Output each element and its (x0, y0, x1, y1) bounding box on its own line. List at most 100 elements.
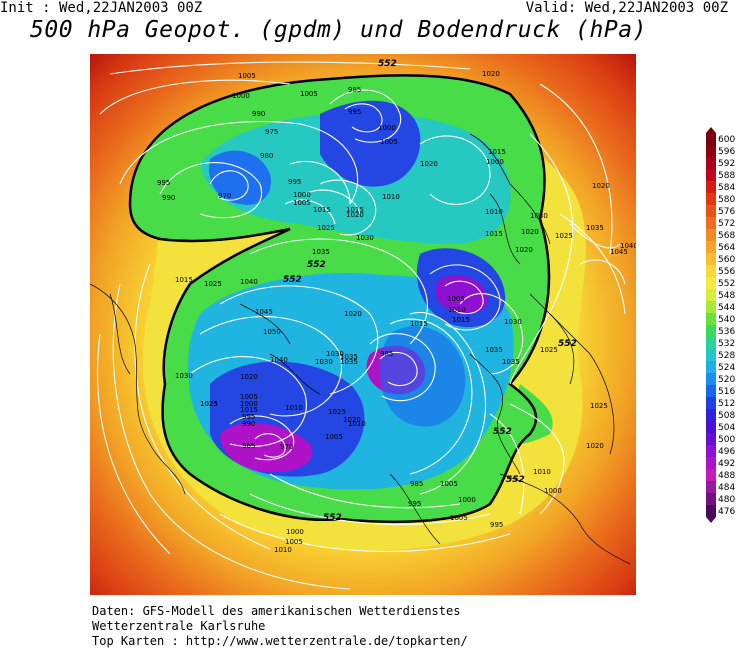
pressure-label: 1000 (232, 92, 250, 100)
pressure-label: 1005 (293, 199, 311, 207)
pressure-label: 1025 (328, 408, 346, 416)
pressure-label: 1040 (620, 242, 636, 250)
pressure-label: 1000 (240, 400, 258, 408)
pressure-label: 1025 (590, 402, 608, 410)
pressure-label: 1040 (240, 278, 258, 286)
legend-swatch (706, 397, 716, 409)
valid-time-label: Valid: Wed,22JAN2003 00Z (525, 0, 728, 16)
legend-label: 536 (718, 327, 735, 337)
blue-region-1 (320, 100, 421, 187)
blue-region-5 (379, 326, 466, 427)
pressure-label: 1005 (447, 295, 465, 303)
pressure-label: 1030 (504, 318, 522, 326)
pressure-label: 1020 (420, 160, 438, 168)
footer-organization: Wetterzentrale Karlsruhe (92, 619, 266, 633)
legend-swatch (706, 217, 716, 229)
pressure-label: 990 (162, 194, 175, 202)
pressure-label: 1030 (356, 234, 374, 242)
contour-552-labels: 552 552 552 552 552 552 552 (283, 59, 577, 523)
legend-swatch (706, 229, 716, 241)
pressure-label: 995 (157, 179, 170, 187)
legend-swatch (706, 325, 716, 337)
legend-swatch (706, 313, 716, 325)
pressure-label: 990 (242, 420, 255, 428)
pressure-label: 1020 (240, 373, 258, 381)
pressure-label: 1020 (586, 442, 604, 450)
pressure-label: 985 (410, 480, 423, 488)
pressure-label: 995 (408, 500, 421, 508)
legend-swatch (706, 469, 716, 481)
legend-swatch (706, 445, 716, 457)
pressure-label: 1015 (410, 320, 428, 328)
pressure-label: 1020 (343, 416, 361, 424)
pressure-label: 1035 (502, 358, 520, 366)
legend-swatch (706, 289, 716, 301)
pressure-label: 1015 (452, 316, 470, 324)
legend-swatch (706, 409, 716, 421)
legend-label: 520 (718, 375, 735, 385)
legend-swatch (706, 433, 716, 445)
pressure-label: 1015 (313, 206, 331, 214)
pressure-label: 1000 (544, 487, 562, 495)
contour-label-552: 552 (323, 513, 342, 523)
legend-label: 484 (718, 483, 735, 493)
pressure-label: 1000 (458, 496, 476, 504)
legend-label: 528 (718, 351, 735, 361)
pressure-labels: 1005 1000 1005 1020 990 975 985 995 980 … (157, 70, 636, 554)
pressure-label: 1050 (263, 328, 281, 336)
contour-label-552: 552 (378, 59, 397, 69)
pressure-label: 990 (252, 110, 265, 118)
pressure-label: 1025 (200, 400, 218, 408)
pressure-label: 1015 (485, 230, 503, 238)
footer-link[interactable]: Top Karten : http://www.wetterzentrale.d… (92, 634, 468, 648)
pressure-label: 1025 (200, 400, 218, 408)
pressure-label: 970 (218, 192, 231, 200)
contour-552 (128, 74, 551, 524)
blue-region-2 (209, 150, 271, 205)
pressure-label: 1005 (238, 72, 256, 80)
pressure-label: 1025 (317, 224, 335, 232)
legend-label: 504 (718, 423, 735, 433)
pressure-label: 980 (260, 152, 273, 160)
pressure-label: 1005 (300, 90, 318, 98)
legend-swatch (706, 181, 716, 193)
pressure-label: 1005 (325, 433, 343, 441)
init-time-label: Init : Wed,22JAN2003 00Z (0, 0, 203, 16)
legend-label: 584 (718, 183, 735, 193)
geopotential-map: 552 552 552 552 552 552 552 1005 1000 10… (90, 54, 636, 595)
pressure-label: 1030 (326, 350, 344, 358)
footer-data-source: Daten: GFS-Modell des amerikanischen Wet… (92, 604, 461, 618)
legend-label: 508 (718, 411, 735, 421)
legend-label: 476 (718, 507, 735, 517)
pressure-label: 1000 (378, 124, 396, 132)
pressure-label: 975 (265, 128, 278, 136)
pressure-label: 1035 (312, 248, 330, 256)
pressure-label: 995 (348, 108, 361, 116)
legend-label: 548 (718, 291, 735, 301)
legend-label: 492 (718, 459, 735, 469)
legend-label: 480 (718, 495, 735, 505)
legend-swatch (706, 457, 716, 469)
legend-label: 588 (718, 171, 735, 181)
pressure-label: 1040 (270, 356, 288, 364)
pressure-label: 1035 (586, 224, 604, 232)
pressure-label: 1010 (448, 306, 466, 314)
pressure-label: 1015 (488, 148, 506, 156)
legend-label: 524 (718, 363, 735, 373)
legend-swatch (706, 133, 716, 145)
legend-swatch (706, 205, 716, 217)
legend-swatch (706, 193, 716, 205)
contour-label-552: 552 (283, 275, 302, 285)
map-title: 500 hPa Geopot. (gpdm) und Bodendruck (h… (30, 17, 647, 43)
legend-label: 600 (718, 135, 735, 145)
legend-swatch (706, 277, 716, 289)
pressure-label: 1020 (592, 182, 610, 190)
legend-label: 540 (718, 315, 735, 325)
legend-label: 564 (718, 243, 735, 253)
legend-swatch (706, 373, 716, 385)
pressure-label: 1035 (485, 346, 503, 354)
legend-swatch (706, 253, 716, 265)
legend-top-arrow (706, 127, 716, 133)
contour-label-552: 552 (558, 339, 577, 349)
legend-label: 568 (718, 231, 735, 241)
